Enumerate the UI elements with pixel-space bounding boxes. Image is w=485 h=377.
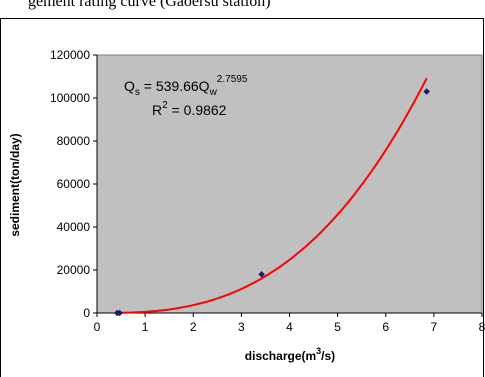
data-point — [423, 88, 431, 95]
r2-value: = 0.9862 — [168, 102, 227, 118]
trendline-equation: Qs = 539.66Qw 2.7595 — [124, 74, 248, 98]
x-tick-label: 8 — [479, 320, 485, 334]
x-tick-label: 7 — [431, 320, 438, 334]
power-trendline — [117, 77, 428, 314]
eq-q: Q — [124, 78, 135, 94]
data-point — [258, 270, 265, 278]
eq-exponent: 2.7595 — [217, 74, 248, 85]
y-tick-label: 60000 — [57, 177, 91, 191]
x-axis-title-tail: /s) — [321, 349, 335, 363]
eq-sub-s: s — [135, 87, 140, 98]
x-axis-title-sup: 3 — [316, 346, 321, 356]
x-tick-label: 6 — [382, 320, 389, 334]
eq-sub-w: w — [209, 87, 218, 98]
x-tick-label: 1 — [142, 320, 149, 334]
y-axis-title: sediment(ton/day) — [8, 133, 22, 236]
chart-area — [0, 18, 484, 377]
y-tick-label: 0 — [83, 306, 90, 320]
y-tick-label: 120000 — [50, 48, 90, 62]
y-tick-label: 40000 — [57, 220, 91, 234]
x-tick-label: 5 — [334, 320, 341, 334]
x-tick-label: 0 — [94, 320, 101, 334]
y-tick-label: 20000 — [57, 263, 91, 277]
y-tick-label: 100000 — [50, 91, 90, 105]
x-tick-label: 2 — [190, 320, 197, 334]
x-tick-label: 4 — [286, 320, 293, 334]
figure-caption: gement rating curve (Gaoersu station) — [28, 0, 271, 10]
x-axis-title-main: discharge(m — [245, 349, 316, 363]
y-tick-label: 80000 — [57, 134, 91, 148]
data-point — [116, 309, 123, 317]
x-tick-label: 3 — [238, 320, 245, 334]
r2-sup: 2 — [162, 100, 168, 111]
r2-r: R — [152, 102, 162, 118]
eq-mid: = 539.66Q — [140, 78, 210, 94]
r-squared-label: R2 = 0.9862 — [152, 100, 227, 118]
x-axis-title: discharge(m3/s) — [245, 346, 335, 363]
plot-area — [96, 54, 483, 314]
